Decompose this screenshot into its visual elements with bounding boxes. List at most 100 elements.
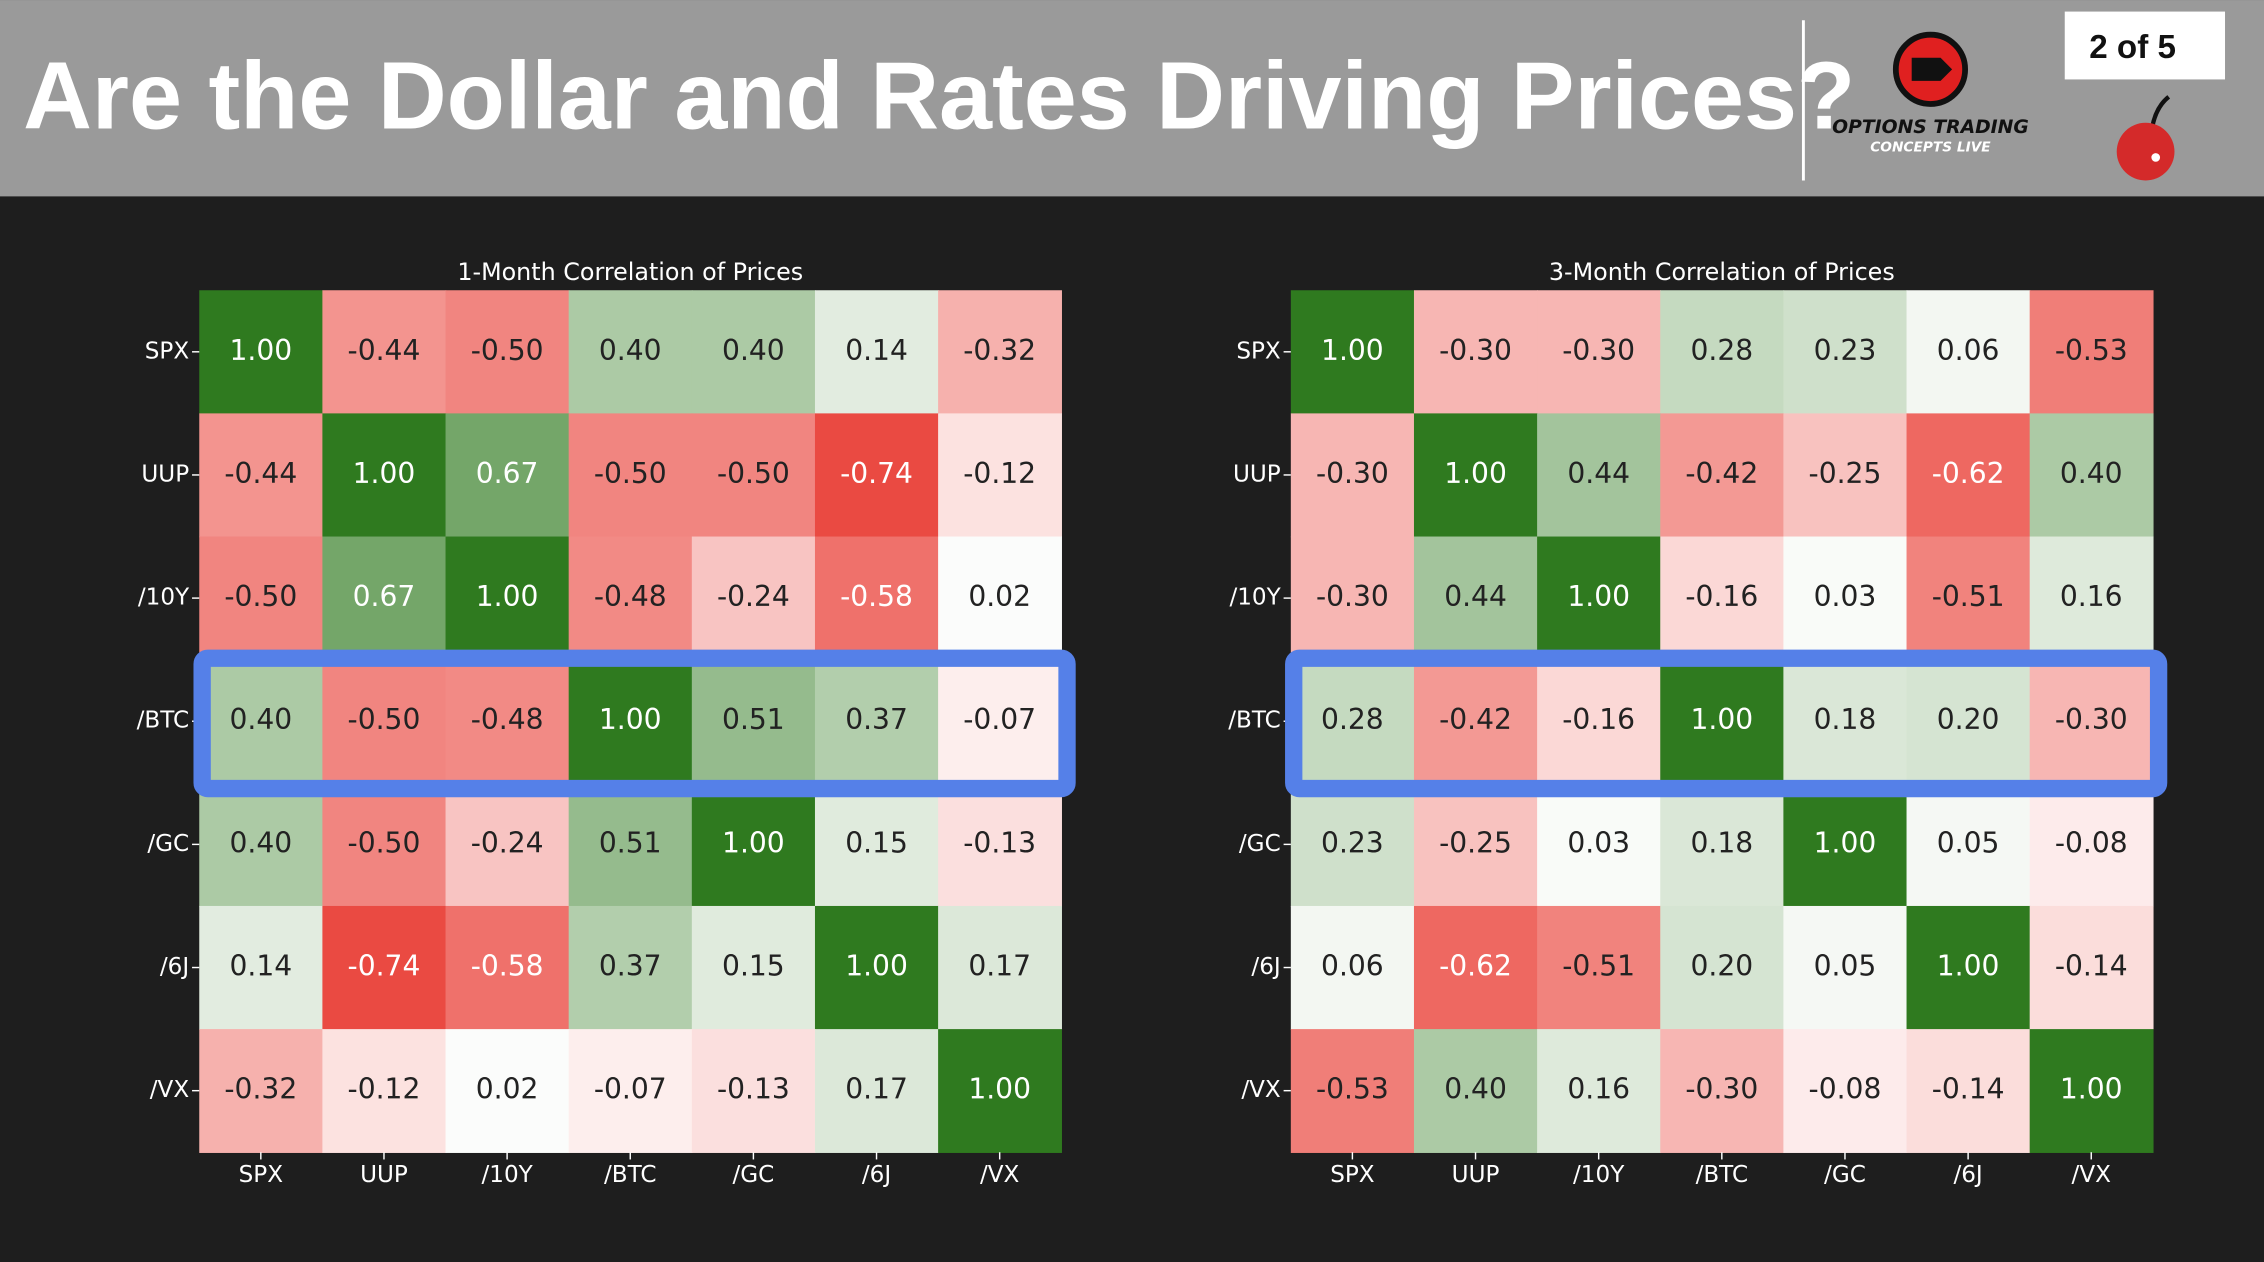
cell — [322, 1029, 447, 1153]
cell — [2029, 413, 2154, 538]
cell-label: -0.51 — [1932, 580, 2005, 613]
cell — [199, 536, 324, 661]
cell-label: 0.40 — [229, 703, 292, 736]
cell-label: -0.50 — [594, 457, 667, 490]
cell-label: -0.13 — [717, 1073, 790, 1106]
cell — [568, 413, 693, 538]
y-tick-label: UUP — [141, 461, 189, 487]
cell — [568, 905, 693, 1030]
cell — [322, 659, 447, 784]
cell — [1413, 1029, 1538, 1153]
cell — [1537, 536, 1661, 661]
cell-label: 0.44 — [1567, 457, 1630, 490]
cell-label: -0.50 — [471, 334, 544, 367]
cell-label: 1.00 — [968, 1073, 1031, 1106]
cell-label: -0.62 — [1439, 950, 1512, 983]
cell — [938, 536, 1062, 661]
cell — [1290, 659, 1415, 784]
cell-label: -0.74 — [348, 950, 421, 983]
cell-label: -0.16 — [1562, 703, 1635, 736]
cell — [938, 905, 1062, 1030]
cell — [2029, 1029, 2154, 1153]
cell-label: 0.40 — [229, 826, 292, 859]
cell-label: 0.16 — [1567, 1073, 1630, 1106]
x-tick-label: /10Y — [481, 1162, 533, 1188]
cell — [199, 1029, 324, 1153]
cell — [691, 536, 816, 661]
cell-label: 0.51 — [722, 703, 785, 736]
cell-label: -0.44 — [348, 334, 421, 367]
cell — [1783, 659, 1908, 784]
cell-label: -0.30 — [1316, 457, 1389, 490]
cell-label: -0.50 — [348, 826, 421, 859]
cell-label: 0.18 — [1690, 826, 1753, 859]
cell-label: 1.00 — [229, 334, 292, 367]
cell — [1660, 659, 1785, 784]
cell-label: 0.14 — [845, 334, 908, 367]
cell-label: -0.51 — [1562, 950, 1635, 983]
chart-title: 3-Month Correlation of Prices — [1549, 258, 1895, 286]
cell — [322, 290, 447, 415]
cell-label: 1.00 — [1814, 826, 1877, 859]
cell — [322, 782, 447, 907]
cell-label: 0.15 — [845, 826, 908, 859]
cell-label: 1.00 — [2060, 1073, 2123, 1106]
cell — [445, 905, 570, 1030]
cell-label: -0.12 — [348, 1073, 421, 1106]
cell-label: 0.37 — [845, 703, 908, 736]
cell-label: 0.02 — [476, 1073, 539, 1106]
cell-label: -0.44 — [224, 457, 297, 490]
cell — [1783, 905, 1908, 1030]
y-tick-label: /10Y — [1229, 585, 1281, 611]
cell — [814, 536, 939, 661]
cell — [1290, 1029, 1415, 1153]
cell-label: -0.24 — [717, 580, 790, 613]
cell-label: -0.42 — [1439, 703, 1512, 736]
cell-label: -0.24 — [471, 826, 544, 859]
y-tick-label: /VX — [150, 1077, 190, 1103]
cell-label: 0.23 — [1321, 826, 1384, 859]
cell — [322, 536, 447, 661]
cell-label: 0.23 — [1814, 334, 1877, 367]
cell — [1537, 1029, 1661, 1153]
cell — [938, 413, 1062, 538]
cell-label: -0.32 — [224, 1073, 297, 1106]
cell-label: 0.14 — [229, 950, 292, 983]
cell-label: 0.67 — [353, 580, 416, 613]
cell — [1413, 782, 1538, 907]
cell — [1783, 290, 1908, 415]
cell-label: 1.00 — [1567, 580, 1630, 613]
cell — [568, 659, 693, 784]
cell — [1906, 290, 2031, 415]
cell — [568, 290, 693, 415]
cell — [1906, 413, 2031, 538]
cell-label: -0.30 — [1685, 1073, 1758, 1106]
x-tick-label: /BTC — [604, 1162, 657, 1188]
cell — [1537, 905, 1661, 1030]
x-tick-label: /BTC — [1696, 1162, 1749, 1188]
cell — [445, 659, 570, 784]
cell — [1906, 1029, 2031, 1153]
cell-label: 0.40 — [1444, 1073, 1507, 1106]
slide-title: Are the Dollar and Rates Driving Prices? — [23, 44, 1855, 150]
cell-label: 0.17 — [968, 950, 1031, 983]
cell — [1906, 659, 2031, 784]
y-tick-label: /GC — [1239, 831, 1281, 857]
cell — [938, 290, 1062, 415]
cell — [445, 290, 570, 415]
heatmap: 3-Month Correlation of Prices 1.00 -0.30 -0… — [1228, 258, 2168, 1188]
cell — [1413, 905, 1538, 1030]
x-tick-label: UUP — [360, 1162, 408, 1188]
cell-label: 1.00 — [722, 826, 785, 859]
cell-label: -0.50 — [348, 703, 421, 736]
cell-label: 0.15 — [722, 950, 785, 983]
cell-label: 0.28 — [1690, 334, 1753, 367]
row-highlight — [1285, 649, 2168, 798]
cell-label: 0.40 — [722, 334, 785, 367]
x-tick-label: /VX — [2072, 1162, 2112, 1188]
cell-label: -0.13 — [963, 826, 1036, 859]
y-tick-label: UUP — [1233, 461, 1281, 487]
cell — [1413, 413, 1538, 538]
cell-label: -0.74 — [840, 457, 913, 490]
cell-label: 1.00 — [353, 457, 416, 490]
